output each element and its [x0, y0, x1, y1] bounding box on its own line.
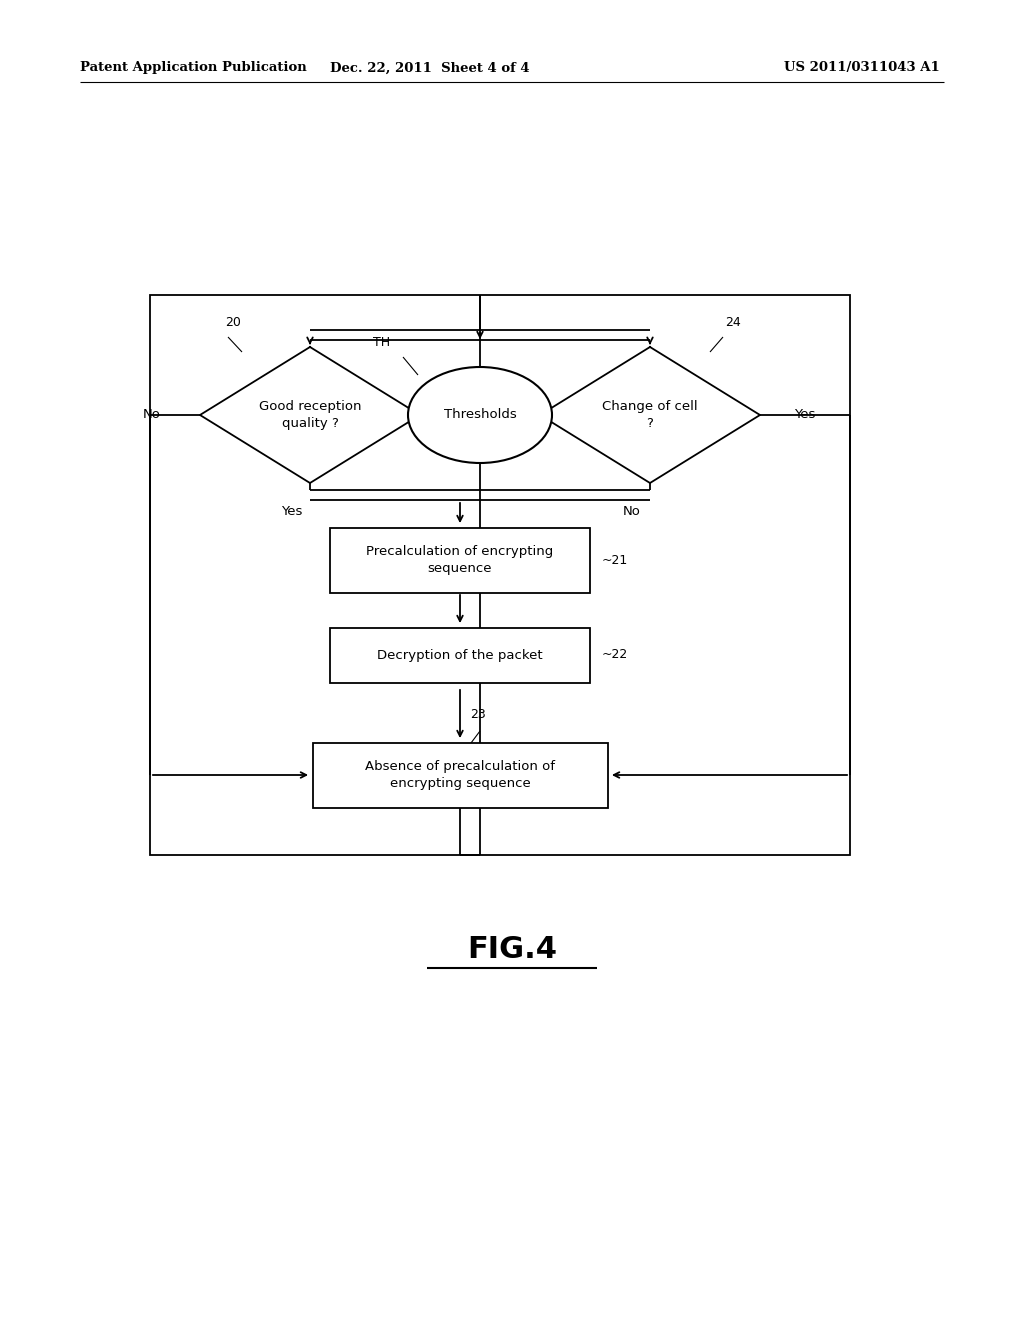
Text: 20: 20	[225, 315, 241, 329]
Text: Yes: Yes	[795, 408, 816, 421]
Text: 24: 24	[725, 315, 740, 329]
Bar	[312, 742, 607, 808]
Text: ~22: ~22	[602, 648, 629, 661]
Ellipse shape	[408, 367, 552, 463]
Text: Good reception
quality ?: Good reception quality ?	[259, 400, 361, 430]
Bar	[330, 627, 590, 682]
Text: TH: TH	[373, 337, 390, 348]
Text: No: No	[623, 506, 641, 517]
Text: ~21: ~21	[602, 553, 629, 566]
Text: Thresholds: Thresholds	[443, 408, 516, 421]
Text: Dec. 22, 2011  Sheet 4 of 4: Dec. 22, 2011 Sheet 4 of 4	[330, 62, 529, 74]
Text: Patent Application Publication: Patent Application Publication	[80, 62, 307, 74]
Text: Precalculation of encrypting
sequence: Precalculation of encrypting sequence	[367, 545, 554, 576]
Text: Change of cell
?: Change of cell ?	[602, 400, 697, 430]
Text: No: No	[143, 408, 161, 421]
Text: US 2011/0311043 A1: US 2011/0311043 A1	[784, 62, 940, 74]
Text: Absence of precalculation of
encrypting sequence: Absence of precalculation of encrypting …	[365, 760, 555, 789]
Text: Decryption of the packet: Decryption of the packet	[377, 648, 543, 661]
Text: 23: 23	[470, 708, 485, 721]
Text: Yes: Yes	[282, 506, 303, 517]
Bar	[150, 294, 850, 855]
Bar	[330, 528, 590, 593]
Text: FIG.4: FIG.4	[467, 936, 557, 965]
